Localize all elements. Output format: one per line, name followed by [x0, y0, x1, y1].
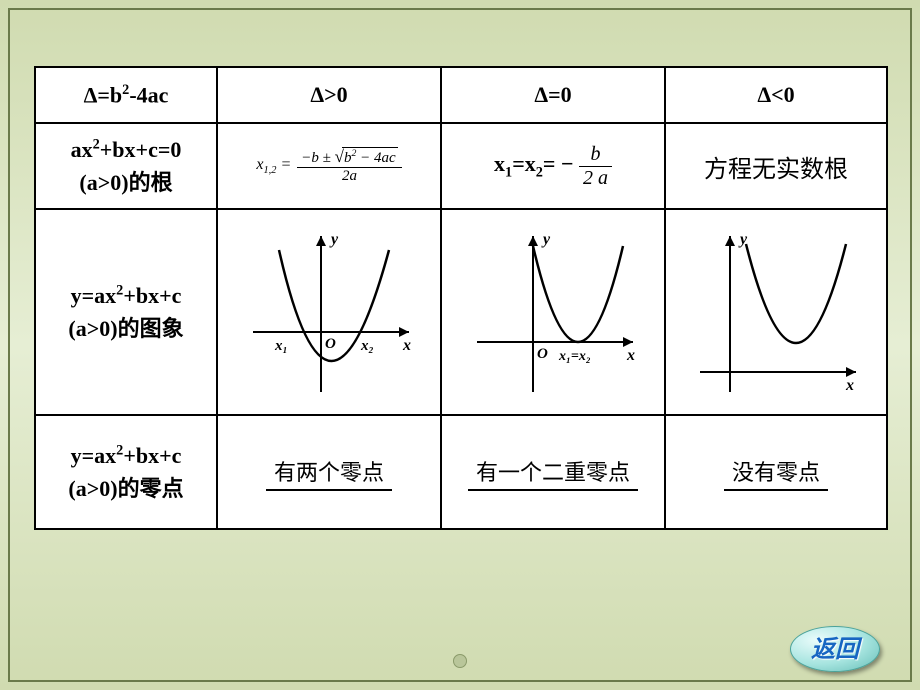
dbl-s2: 2: [536, 164, 543, 180]
zeros-l1-post: +bx+c: [123, 443, 181, 468]
dbl-x: x: [494, 151, 505, 176]
graph-l2: (a>0)的图象: [68, 316, 183, 341]
svg-text:x₁=x₂: x₁=x₂: [558, 349, 591, 364]
dbl-den: 2 a: [579, 167, 612, 190]
zeros-l2: (a>0)的零点: [68, 476, 183, 501]
svg-text:x₁: x₁: [274, 338, 288, 354]
x12-eq: =: [276, 156, 291, 173]
svg-text:x: x: [402, 337, 411, 354]
graph-two-intersect: y x O x₁ x₂: [217, 209, 441, 415]
svg-text:x₂: x₂: [360, 338, 374, 354]
hdr-c0-pre: Δ=b: [84, 82, 123, 107]
dbl-eq: = −: [543, 151, 574, 176]
return-button-label: 返回: [811, 637, 859, 663]
x12-den: 2a: [297, 168, 401, 185]
zeros-label: y=ax2+bx+c (a>0)的零点: [35, 415, 217, 529]
dbl-mid: =x: [512, 151, 536, 176]
hdr-c0-suf: -4ac: [129, 82, 168, 107]
svg-text:y: y: [738, 231, 748, 248]
zeros-one-text: 有一个二重零点: [468, 453, 638, 491]
svg-text:y: y: [329, 231, 339, 248]
roots-l1-post: +bx+c=0: [100, 137, 182, 162]
roots-none-text: 方程无实数根: [704, 157, 848, 183]
graph-label: y=ax2+bx+c (a>0)的图象: [35, 209, 217, 415]
zeros-none: 没有零点: [665, 415, 887, 529]
roots-row: ax2+bx+c=0 (a>0)的根 x1,2 = −b ± √b2 − 4ac…: [35, 123, 887, 209]
zeros-two: 有两个零点: [217, 415, 441, 529]
parabola-two-icon: y x O x₁ x₂: [239, 222, 419, 402]
parabola-one-icon: y x O x₁=x₂: [463, 222, 643, 402]
svg-text:x: x: [626, 347, 635, 364]
graph-one-intersect: y x O x₁=x₂: [441, 209, 665, 415]
roots-double: x1=x2= − b 2 a: [441, 123, 665, 209]
graph-l1-post: +bx+c: [123, 283, 181, 308]
header-row: Δ=b2-4ac Δ>0 Δ=0 Δ<0: [35, 67, 887, 123]
svg-text:y: y: [541, 231, 551, 248]
graph-row: y=ax2+bx+c (a>0)的图象 y x O x₁ x₂: [35, 209, 887, 415]
header-delta-lt0: Δ<0: [665, 67, 887, 123]
zeros-two-text: 有两个零点: [266, 453, 392, 491]
roots-l2: (a>0)的根: [79, 170, 172, 195]
zeros-l1-pre: y=ax: [71, 443, 117, 468]
graph-l1-pre: y=ax: [71, 283, 117, 308]
discriminant-table: Δ=b2-4ac Δ>0 Δ=0 Δ<0 ax2+bx+c=0 (a>0)的根 …: [34, 66, 888, 530]
roots-none: 方程无实数根: [665, 123, 887, 209]
parabola-none-icon: y x: [686, 222, 866, 402]
return-button[interactable]: 返回: [790, 626, 880, 672]
svg-text:O: O: [325, 336, 336, 352]
header-delta-eq0: Δ=0: [441, 67, 665, 123]
zeros-one: 有一个二重零点: [441, 415, 665, 529]
x12-sub: 1,2: [263, 165, 276, 176]
roots-l1-pre: ax: [71, 137, 93, 162]
svg-text:O: O: [537, 346, 548, 362]
roots-l1-sup: 2: [93, 137, 100, 153]
header-delta-gt0: Δ>0: [217, 67, 441, 123]
dbl-num: b: [579, 143, 612, 167]
page-indicator-icon: [453, 654, 467, 668]
zeros-row: y=ax2+bx+c (a>0)的零点 有两个零点 有一个二重零点 没有零点: [35, 415, 887, 529]
svg-text:x: x: [845, 377, 854, 394]
header-delta-formula: Δ=b2-4ac: [35, 67, 217, 123]
graph-no-intersect: y x: [665, 209, 887, 415]
zeros-none-text: 没有零点: [724, 453, 828, 491]
roots-two-real: x1,2 = −b ± √b2 − 4ac 2a: [217, 123, 441, 209]
roots-label: ax2+bx+c=0 (a>0)的根: [35, 123, 217, 209]
